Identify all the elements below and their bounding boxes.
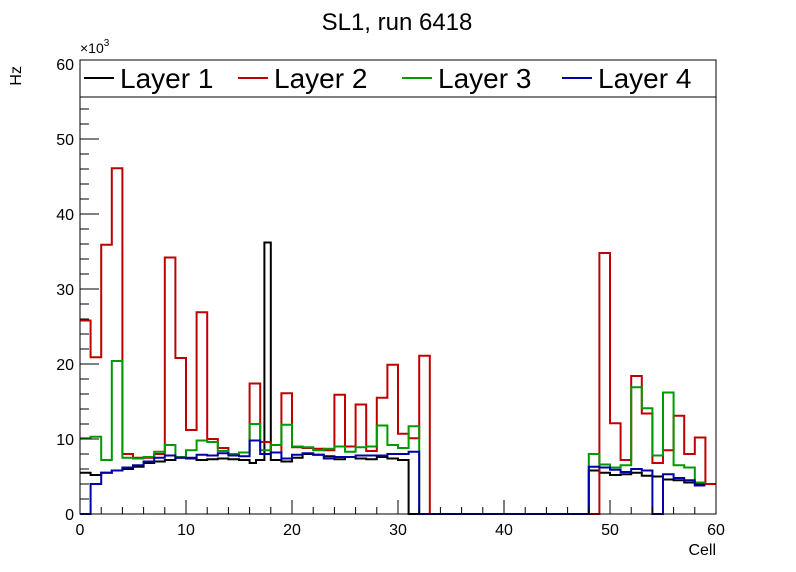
- x-tick-label: 50: [601, 522, 619, 539]
- legend-label-1: Layer 1: [120, 63, 213, 94]
- y-tick-label: 50: [56, 132, 74, 149]
- x-tick-label: 10: [177, 522, 195, 539]
- x-tick-label: 20: [283, 522, 301, 539]
- y-multiplier-base: ×10: [80, 40, 104, 56]
- legend-label-2: Layer 2: [274, 63, 367, 94]
- series-4-line: [80, 439, 706, 515]
- x-tick-label: 60: [707, 522, 725, 539]
- series-2-line: [80, 167, 716, 515]
- y-multiplier: ×103: [80, 38, 110, 56]
- y-tick-label: 10: [56, 432, 74, 449]
- y-multiplier-exponent: 3: [104, 38, 110, 49]
- x-tick-label: 0: [76, 522, 85, 539]
- x-tick-label: 30: [389, 522, 407, 539]
- y-tick-label: 60: [56, 57, 74, 74]
- legend-label-3: Layer 3: [438, 63, 531, 94]
- y-tick-label: 40: [56, 207, 74, 224]
- y-tick-label: 30: [56, 282, 74, 299]
- legend: Layer 1 Layer 2 Layer 3 Layer 4: [79, 59, 717, 98]
- y-tick-label: 0: [65, 507, 74, 524]
- y-axis-label: Hz: [8, 66, 25, 86]
- chart-title: SL1, run 6418: [322, 9, 473, 36]
- legend-label-4: Layer 4: [598, 63, 691, 94]
- x-tick-label: 40: [495, 522, 513, 539]
- legend-box: [79, 59, 717, 98]
- y-tick-label: 20: [56, 357, 74, 374]
- series-1-line: [80, 241, 706, 515]
- series-layer: [80, 167, 716, 515]
- x-axis-label: Cell: [688, 542, 716, 559]
